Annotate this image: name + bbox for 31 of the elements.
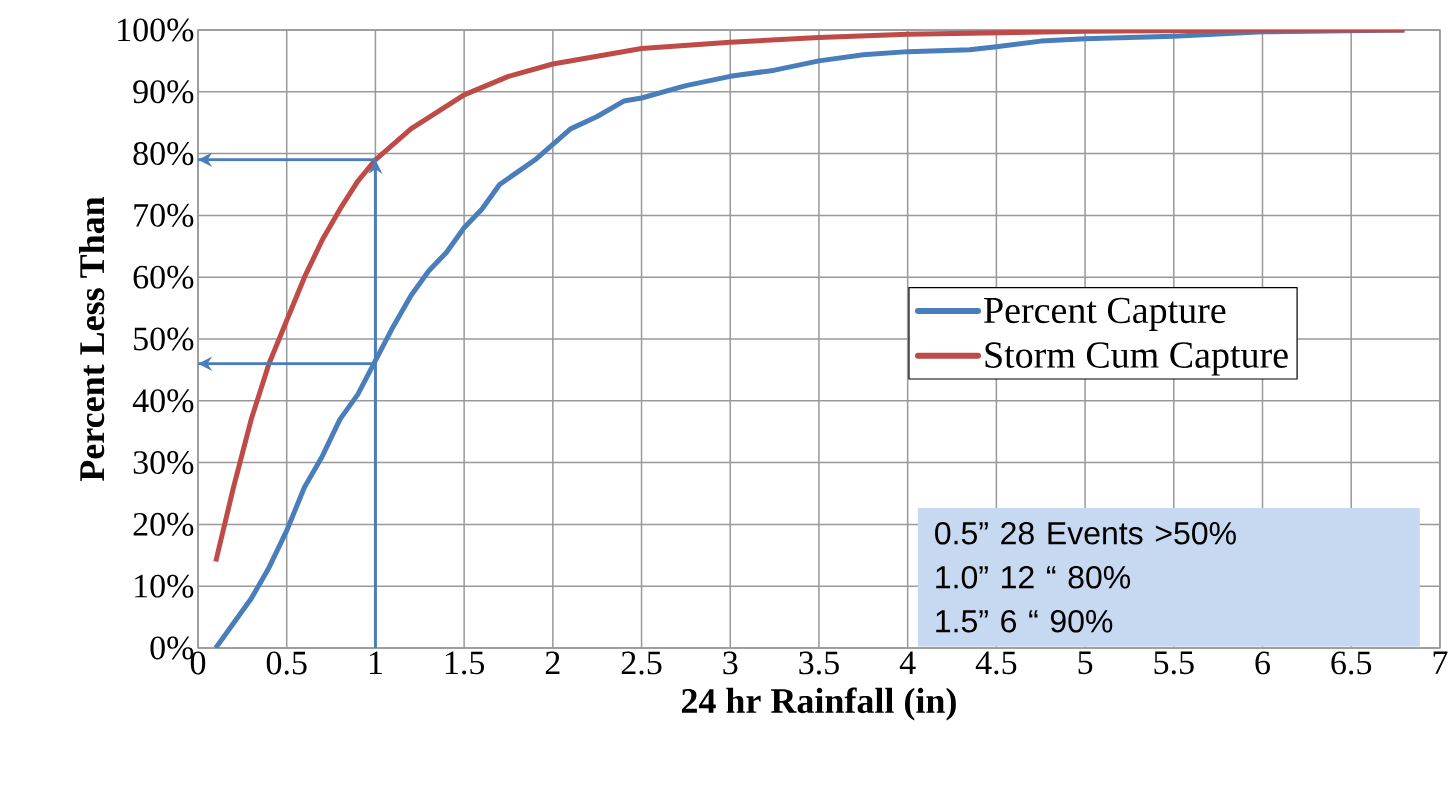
- x-tick-label: 1.5: [445, 651, 485, 675]
- y-tick-label: 40%: [132, 389, 194, 413]
- x-tick-label: 4.5: [975, 651, 1017, 675]
- y-tick-label: 10%: [135, 574, 194, 598]
- x-tick-label: 2.5: [621, 651, 662, 675]
- x-tick-label: 0.5: [266, 651, 307, 675]
- legend-label: Percent Capture: [984, 297, 1226, 331]
- x-tick-label: 6.5: [1331, 651, 1372, 675]
- y-tick-label: 50%: [134, 327, 194, 351]
- x-tick-label: 1: [369, 651, 382, 674]
- x-tick-label: 5.5: [1154, 651, 1194, 675]
- annotation: 1.5” 6 “ 90%: [936, 609, 1113, 633]
- y-tick-label: 100%: [118, 18, 194, 42]
- x-tick-label: 2: [545, 651, 560, 675]
- legend-label: Storm Cum Capture: [985, 342, 1288, 376]
- x-tick-label: 3: [723, 651, 738, 675]
- x-tick-label: 4: [899, 651, 916, 674]
- y-axis-title: Percent Less Than: [78, 196, 105, 482]
- x-tick-label: 7: [1433, 651, 1448, 674]
- y-tick-label: 30%: [133, 451, 194, 475]
- y-tick-label: 80%: [133, 142, 194, 166]
- y-tick-label: 90%: [133, 80, 194, 104]
- x-tick-label: 5: [1078, 651, 1093, 675]
- x-tick-label: 6: [1255, 651, 1270, 675]
- y-tick-label: 20%: [133, 512, 194, 536]
- annotation: 1.0” 12 “ 80%: [936, 565, 1131, 589]
- x-axis-title: 24 hr Rainfall (in): [681, 687, 956, 721]
- x-tick-label: 3.5: [799, 651, 839, 675]
- annotation: 0.5” 28 Events >50%: [935, 521, 1236, 545]
- y-tick-label: 60%: [133, 265, 194, 289]
- y-tick-label: 70%: [134, 203, 194, 227]
